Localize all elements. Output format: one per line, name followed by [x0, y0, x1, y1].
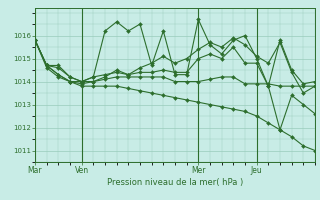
X-axis label: Pression niveau de la mer( hPa ): Pression niveau de la mer( hPa ) — [107, 178, 243, 187]
